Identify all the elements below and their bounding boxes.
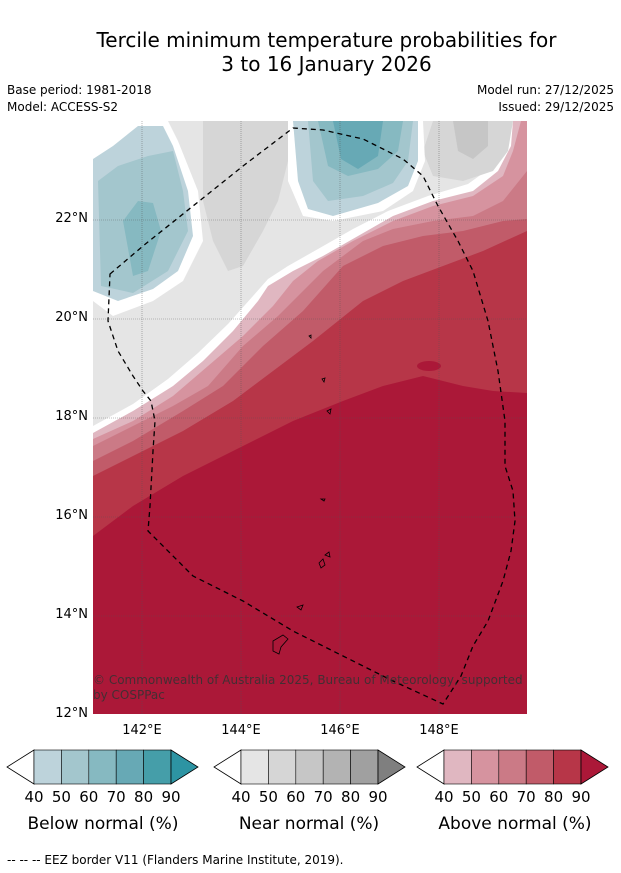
x-tick-label: 148°E [419, 723, 459, 738]
below-colorbar-segment [115, 749, 144, 785]
island-saipan [324, 551, 331, 558]
base-period: Base period: 1981-2018 [7, 83, 152, 97]
near-colorbar-tick-label: 80 [341, 788, 361, 806]
issued-date: Issued: 29/12/2025 [498, 100, 614, 114]
island-asuncion [308, 334, 312, 339]
island-tinian [318, 558, 326, 569]
y-tick-label: 12°N [55, 706, 88, 721]
islands [272, 334, 332, 655]
above-colorbar-tick-label: 70 [516, 788, 536, 806]
map-title: Tercile minimum temperature probabilitie… [0, 28, 621, 76]
title-line-1: Tercile minimum temperature probabilitie… [96, 28, 557, 52]
below-colorbar-tick-label: 70 [106, 788, 126, 806]
below-colorbar-high-arrow [170, 749, 199, 785]
below-colorbar-tick-label: 80 [134, 788, 154, 806]
y-tick-label: 20°N [55, 310, 88, 325]
near-colorbar-high-arrow [377, 749, 406, 785]
below-colorbar-segment [33, 749, 62, 785]
above-colorbar-segment [443, 749, 472, 785]
copyright-line-1: © Commonwealth of Australia 2025, Bureau… [93, 673, 523, 687]
above-colorbar-tick-label: 80 [544, 788, 564, 806]
island-agrihan [321, 377, 326, 383]
near-60-region [453, 121, 488, 159]
above-colorbar-low-arrow [416, 749, 445, 785]
above-colorbar-segment [525, 749, 554, 785]
x-tick-label: 142°E [122, 723, 162, 738]
below-70-region-centre [333, 121, 383, 169]
probability-map: © Commonwealth of Australia 2025, Bureau… [93, 121, 527, 714]
near-colorbar-segment [322, 749, 351, 785]
model-run: Model run: 27/12/2025 [476, 83, 614, 97]
near-colorbar-segment [240, 749, 269, 785]
below-colorbar-segment [88, 749, 117, 785]
y-tick-label: 22°N [55, 211, 88, 226]
above-90-patch [417, 361, 441, 371]
island-pagan [326, 408, 332, 415]
above-colorbar-tick-label: 40 [434, 788, 454, 806]
above-colorbar-tick-label: 50 [461, 788, 481, 806]
below-normal-title: Below normal (%) [27, 814, 179, 834]
below-colorbar-tick-label: 40 [24, 788, 44, 806]
near-normal-title: Near normal (%) [238, 814, 380, 834]
below-colorbar-low-arrow [6, 749, 35, 785]
title-line-2: 3 to 16 January 2026 [221, 52, 432, 76]
colorbars [6, 749, 609, 785]
near-colorbar-tick-label: 60 [286, 788, 306, 806]
y-tick-label: 18°N [55, 409, 88, 424]
above-colorbar-tick-label: 90 [571, 788, 591, 806]
near-colorbar-segment [268, 749, 297, 785]
above-colorbar-segment [553, 749, 582, 785]
near-colorbar-tick-label: 90 [368, 788, 388, 806]
near-50-region-west [203, 121, 293, 271]
y-tick-label: 14°N [55, 607, 88, 622]
above-colorbar-segment [471, 749, 500, 785]
gridlines [93, 121, 527, 714]
below-colorbar-tick-label: 90 [161, 788, 181, 806]
near-colorbar-segment [350, 749, 379, 785]
copyright-line-2: by COSPPac [93, 688, 165, 702]
island-anatahan [319, 498, 326, 502]
model-name: Model: ACCESS-S2 [7, 100, 119, 114]
above-colorbar-tick-label: 60 [489, 788, 509, 806]
above-colorbar-high-arrow [580, 749, 609, 785]
eez-footer-note: -- -- -- EEZ border V11 (Flanders Marine… [7, 853, 344, 867]
near-colorbar-tick-label: 70 [313, 788, 333, 806]
y-tick-label: 16°N [55, 508, 88, 523]
below-colorbar-segment [143, 749, 172, 785]
island-guam [272, 634, 289, 655]
above-colorbar-segment [498, 749, 527, 785]
x-tick-label: 146°E [320, 723, 360, 738]
below-colorbar-tick-label: 50 [51, 788, 71, 806]
near-colorbar-tick-label: 50 [258, 788, 278, 806]
below-colorbar-segment [61, 749, 90, 785]
island-rota [296, 604, 304, 611]
above-normal-title: Above normal (%) [438, 814, 592, 834]
x-tick-label: 144°E [221, 723, 261, 738]
below-colorbar-tick-label: 60 [79, 788, 99, 806]
near-colorbar-tick-label: 40 [231, 788, 251, 806]
near-colorbar-low-arrow [213, 749, 242, 785]
near-colorbar-segment [295, 749, 324, 785]
